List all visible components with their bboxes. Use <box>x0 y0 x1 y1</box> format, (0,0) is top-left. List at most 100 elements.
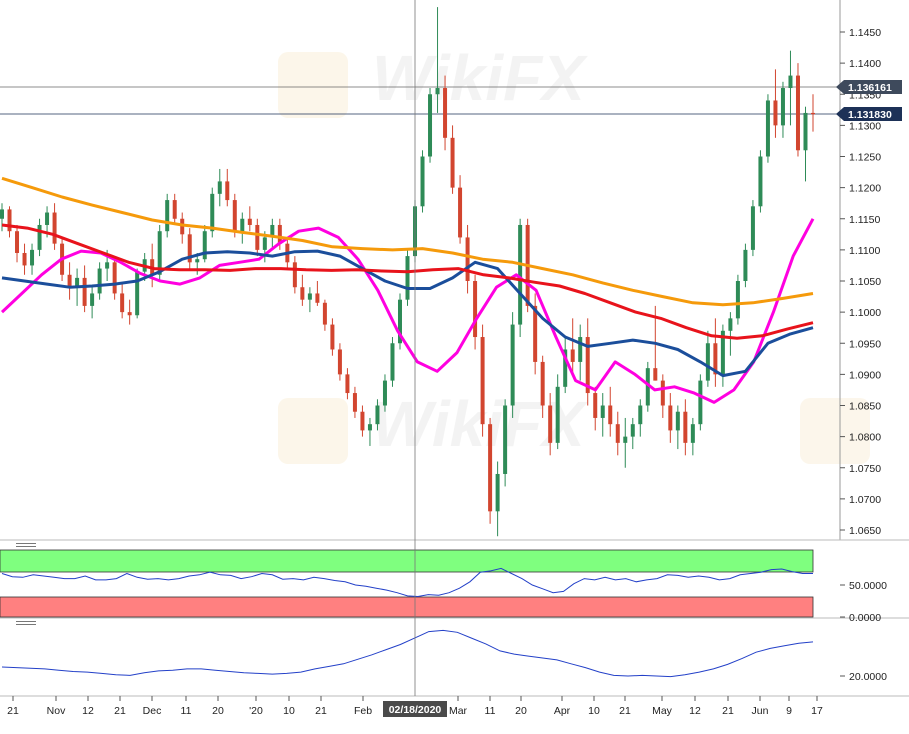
candle-body <box>473 281 478 338</box>
candle-body <box>322 302 327 325</box>
candle-body <box>653 368 658 381</box>
x-axis-label: 11 <box>485 705 496 717</box>
svg-text:WikiFX: WikiFX <box>372 42 588 114</box>
price-axis-label: 1.0950 <box>849 338 881 350</box>
candle-body <box>773 100 778 126</box>
candle-body <box>270 224 275 238</box>
candle-body <box>630 424 635 437</box>
candle-body <box>127 312 132 316</box>
candle-body <box>202 231 207 260</box>
panel-resize-handle[interactable] <box>16 621 36 625</box>
candle-body <box>67 274 72 288</box>
candle-body <box>578 337 583 362</box>
candle-body <box>165 200 170 232</box>
x-axis-label: 10 <box>283 705 295 717</box>
candle-body <box>593 393 598 418</box>
candle-body <box>345 374 350 394</box>
candle-body <box>195 259 200 263</box>
candle-body <box>120 293 125 313</box>
candle-body <box>225 181 230 201</box>
candle-body <box>510 324 515 406</box>
oscillator-1-axis-label: 50.0000 <box>849 580 887 592</box>
x-axis-label: Mar <box>449 705 468 717</box>
price-marker-label: 1.136161 <box>848 82 892 94</box>
candle-body <box>735 281 740 319</box>
price-marker-badge <box>836 80 902 95</box>
x-axis-label: May <box>652 705 673 717</box>
candle-body <box>157 231 162 275</box>
price-axis-label: 1.0700 <box>849 494 881 506</box>
candle-body <box>22 252 27 266</box>
x-axis-label: '20 <box>249 705 263 717</box>
candle-body <box>232 200 237 232</box>
x-axis-label: Dec <box>143 705 162 717</box>
candle-body <box>765 100 770 157</box>
candle-body <box>743 249 748 281</box>
candle-body <box>540 361 545 406</box>
x-axis-label: 20 <box>515 705 527 717</box>
candle-body <box>30 249 35 266</box>
candle-body <box>450 137 455 188</box>
candle-body <box>397 299 402 344</box>
candle-body <box>638 405 643 425</box>
price-axis-label: 1.0650 <box>849 525 881 537</box>
candle-body <box>683 411 688 443</box>
candle-body <box>45 212 50 225</box>
candle-body <box>75 277 80 288</box>
candle-body <box>105 262 110 269</box>
price-marker-badge <box>836 106 902 121</box>
candle-body <box>420 156 425 207</box>
candle-body <box>262 237 267 250</box>
candle-body <box>503 405 508 474</box>
price-axis-label: 1.1200 <box>849 183 881 195</box>
candle-body <box>720 330 725 375</box>
price-axis-label: 1.0900 <box>849 369 881 381</box>
candle-body <box>112 262 117 294</box>
candle-body <box>330 324 335 350</box>
svg-text:WikiFX: WikiFX <box>372 388 588 460</box>
price-axis-label: 1.1050 <box>849 276 881 288</box>
crosshair-date-label: 02/18/2020 <box>389 704 442 716</box>
candle-body <box>292 262 297 288</box>
candle-body <box>795 75 800 151</box>
candle-body <box>803 112 808 151</box>
candle-body <box>495 473 500 512</box>
wikifx-watermark: WikiFX <box>278 42 588 118</box>
x-axis-label: 9 <box>786 705 792 717</box>
candle-body <box>811 112 815 115</box>
x-axis-label: Jun <box>752 705 769 717</box>
candle-body <box>187 234 192 263</box>
candle-body <box>300 287 305 300</box>
price-axis-label: 1.1450 <box>849 27 881 39</box>
candle-body <box>52 212 57 244</box>
candle-body <box>240 218 245 232</box>
candle-body <box>37 224 42 250</box>
candle-body <box>210 193 215 232</box>
candle-body <box>548 405 553 443</box>
price-axis-label: 1.1250 <box>849 152 881 164</box>
candle-body <box>315 293 320 303</box>
x-axis-label: Apr <box>554 705 571 717</box>
x-axis-label: 12 <box>689 705 701 717</box>
oscillator-2-line <box>1 629 814 678</box>
candle-body <box>135 271 140 316</box>
candle-body <box>0 209 4 219</box>
x-axis-label: 21 <box>619 705 631 717</box>
candle-body <box>247 218 252 225</box>
price-marker-label: 1.131830 <box>848 109 892 121</box>
candle-body <box>307 293 312 300</box>
candle-body <box>645 368 650 406</box>
panel-resize-handle[interactable] <box>16 543 36 547</box>
candle-body <box>780 88 785 126</box>
candle-body <box>382 380 387 406</box>
candle-body <box>360 411 365 431</box>
x-axis-label: 20 <box>212 705 224 717</box>
x-axis-label: 21 <box>114 705 126 717</box>
candle-body <box>758 156 763 207</box>
candle-body <box>390 343 395 381</box>
candle-body <box>713 343 718 375</box>
candle-body <box>728 318 733 331</box>
candle-body <box>563 349 568 387</box>
